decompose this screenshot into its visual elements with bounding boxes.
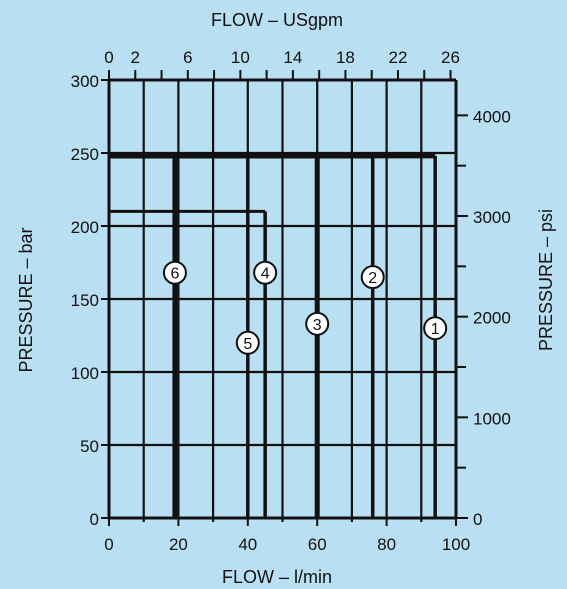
top-axis-title: FLOW – USgpm — [211, 10, 343, 30]
series-label-1: 1 — [431, 321, 440, 338]
series-marker-1 — [423, 316, 448, 341]
right-axis-title: PRESSURE – psi — [536, 209, 556, 351]
tick-label-bottom: 0 — [104, 535, 113, 554]
grid — [107, 78, 458, 522]
tick-label-top: 0 — [104, 48, 113, 67]
tick-label-left: 150 — [71, 291, 99, 310]
tick-label-bottom: 40 — [238, 535, 257, 554]
left-axis-title: PRESSURE – bar — [16, 227, 36, 372]
tick-label-top: 26 — [441, 48, 460, 67]
series-label-3: 3 — [313, 317, 322, 334]
series-marker-3 — [305, 311, 330, 336]
tick-label-top: 2 — [131, 48, 140, 67]
tick-label-left: 300 — [71, 72, 99, 91]
series-marker-5 — [235, 330, 260, 355]
tick-label-left: 0 — [90, 510, 99, 529]
tick-label-left: 100 — [71, 364, 99, 383]
plot-frame — [107, 78, 458, 520]
tick-label-left: 200 — [71, 218, 99, 237]
series-label-2: 2 — [368, 270, 377, 287]
tick-label-left: 250 — [71, 145, 99, 164]
tick-label-bottom: 20 — [169, 535, 188, 554]
tick-label-right: 0 — [473, 510, 482, 529]
series-label-5: 5 — [243, 336, 252, 353]
series-markers: 1 2 3 4 5 6 — [162, 260, 448, 355]
tick-label-top: 6 — [183, 48, 192, 67]
tick-label-right: 4000 — [473, 107, 511, 126]
tick-label-top: 10 — [231, 48, 250, 67]
tick-label-bottom: 80 — [377, 535, 396, 554]
tick-label-top: 14 — [283, 48, 302, 67]
bottom-axis-title: FLOW – l/min — [222, 567, 332, 587]
tick-label-left: 50 — [80, 437, 99, 456]
tick-label-top: 22 — [389, 48, 408, 67]
tick-label-bottom: 100 — [442, 535, 470, 554]
series-label-4: 4 — [261, 266, 270, 283]
tick-label-bottom: 60 — [308, 535, 327, 554]
series-marker-4 — [253, 260, 278, 285]
series-label-6: 6 — [170, 266, 179, 283]
tick-label-right: 1000 — [473, 409, 511, 428]
series-marker-2 — [360, 265, 385, 290]
series-marker-6 — [162, 260, 187, 285]
tick-label-top: 18 — [336, 48, 355, 67]
tick-label-right: 3000 — [473, 208, 511, 227]
tick-label-right: 2000 — [473, 309, 511, 328]
